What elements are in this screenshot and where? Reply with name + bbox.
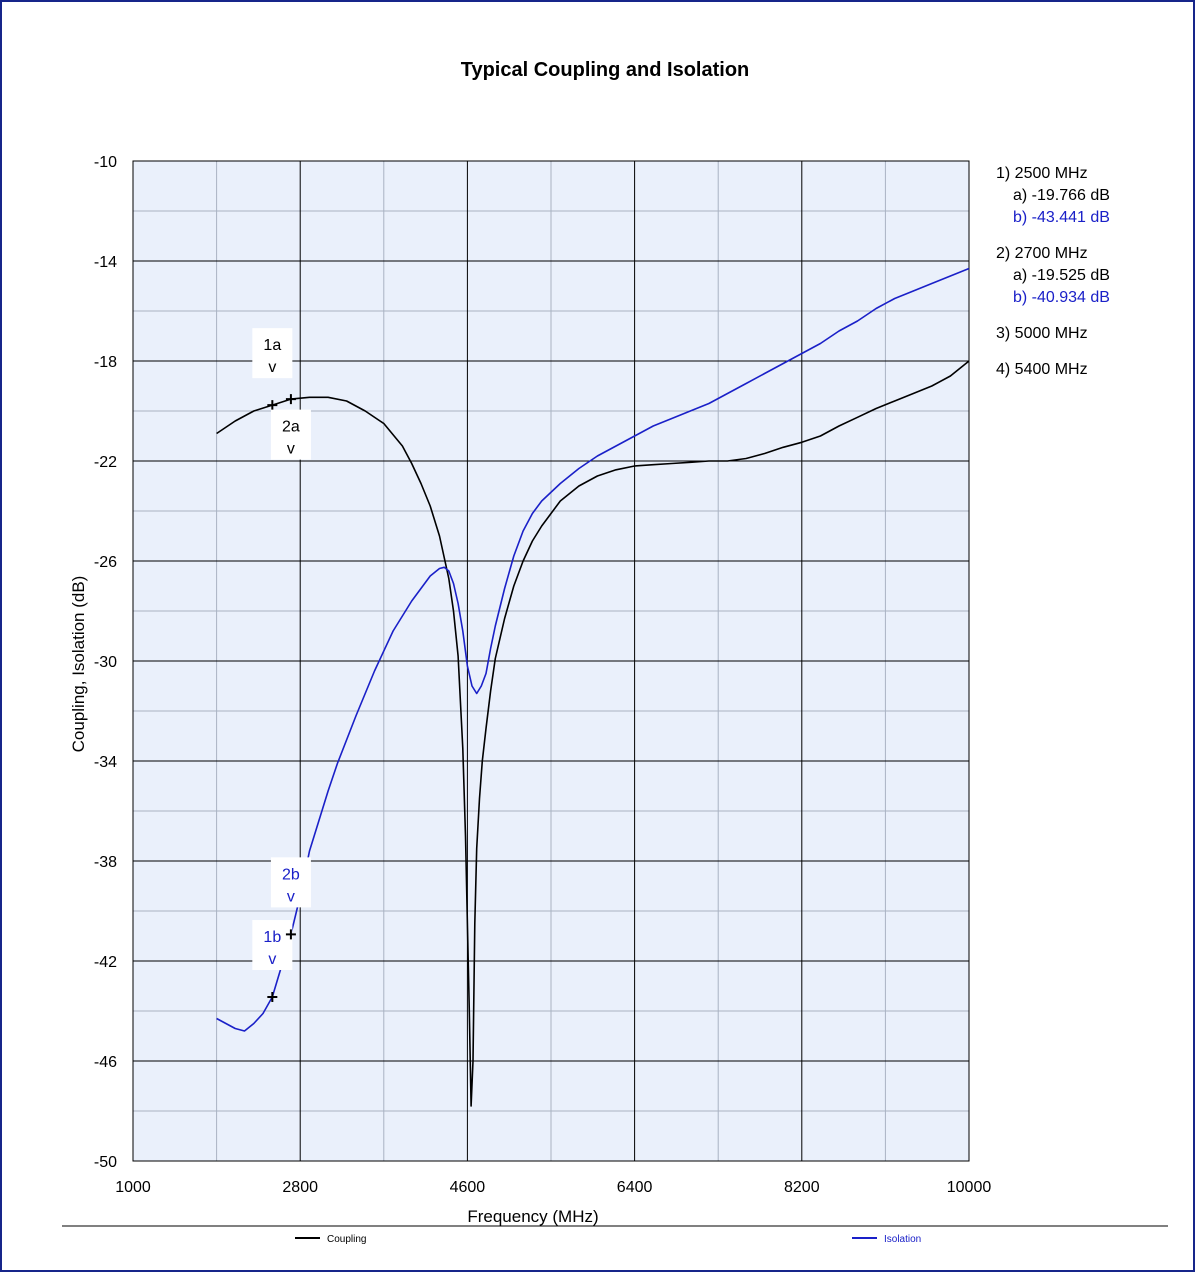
marker-label: 2a <box>282 419 300 436</box>
legend: Coupling Isolation <box>295 1234 921 1245</box>
y-tick-label: -46 <box>94 1054 117 1071</box>
y-tick-label: -14 <box>94 254 117 271</box>
y-axis-label: Coupling, Isolation (dB) <box>69 576 88 753</box>
x-tick-labels: 1000 2800 4600 6400 8200 10000 <box>115 1179 991 1196</box>
legend-label: Coupling <box>327 1234 366 1245</box>
y-tick-labels: -10 -14 -18 -22 -26 -30 -34 -38 -42 -46 -50 <box>94 154 117 1171</box>
readout-line: 4) 5400 MHz <box>996 361 1088 378</box>
y-tick-label: -38 <box>94 854 117 871</box>
y-tick-label: -30 <box>94 654 117 671</box>
readout-line: 1) 2500 MHz <box>996 165 1088 182</box>
legend-label: Isolation <box>884 1234 921 1245</box>
marker-label: 2b <box>282 866 300 883</box>
readout-line: 3) 5000 MHz <box>996 325 1088 342</box>
marker-label: 1b <box>263 929 281 946</box>
y-tick-label: -42 <box>94 954 117 971</box>
x-tick-label: 1000 <box>115 1179 151 1196</box>
y-tick-label: -10 <box>94 154 117 171</box>
marker-arrow: v <box>268 951 276 968</box>
readout-line: 2) 2700 MHz <box>996 245 1088 262</box>
y-tick-label: -26 <box>94 554 117 571</box>
x-tick-label: 8200 <box>784 1179 820 1196</box>
x-tick-label: 6400 <box>617 1179 653 1196</box>
chart-title: Typical Coupling and Isolation <box>461 59 750 81</box>
marker-cross <box>285 929 296 940</box>
x-tick-label: 4600 <box>450 1179 486 1196</box>
readout-line: a) -19.525 dB <box>1013 267 1110 284</box>
marker-cross <box>267 400 278 411</box>
y-tick-label: -34 <box>94 754 117 771</box>
readout-line: b) -40.934 dB <box>1013 289 1110 306</box>
series-line-coupling <box>216 360 970 1107</box>
marker-cross <box>267 992 278 1003</box>
x-tick-label: 10000 <box>947 1179 992 1196</box>
marker-cross <box>285 394 296 405</box>
y-tick-label: -18 <box>94 354 117 371</box>
readout-line: a) -19.766 dB <box>1013 187 1110 204</box>
marker-arrow: v <box>268 359 276 376</box>
readout-line: b) -43.441 dB <box>1013 209 1110 226</box>
x-axis-label: Frequency (MHz) <box>467 1207 598 1226</box>
marker-readout: 1) 2500 MHz a) -19.766 dB b) -43.441 dB 2) … <box>996 165 1110 378</box>
marker-label-bg <box>252 328 293 379</box>
marker-arrow: v <box>287 888 295 905</box>
y-tick-label: -50 <box>94 1154 117 1171</box>
y-tick-label: -22 <box>94 454 117 471</box>
marker-label-bg <box>270 857 311 908</box>
marker-label: 1a <box>263 337 281 354</box>
marker-arrow: v <box>287 441 295 458</box>
marker-label-bg <box>252 920 293 971</box>
marker-label-bg <box>270 409 311 460</box>
x-tick-label: 2800 <box>282 1179 318 1196</box>
markers: 1a v 2a v 1b v 2b v <box>252 328 311 1003</box>
